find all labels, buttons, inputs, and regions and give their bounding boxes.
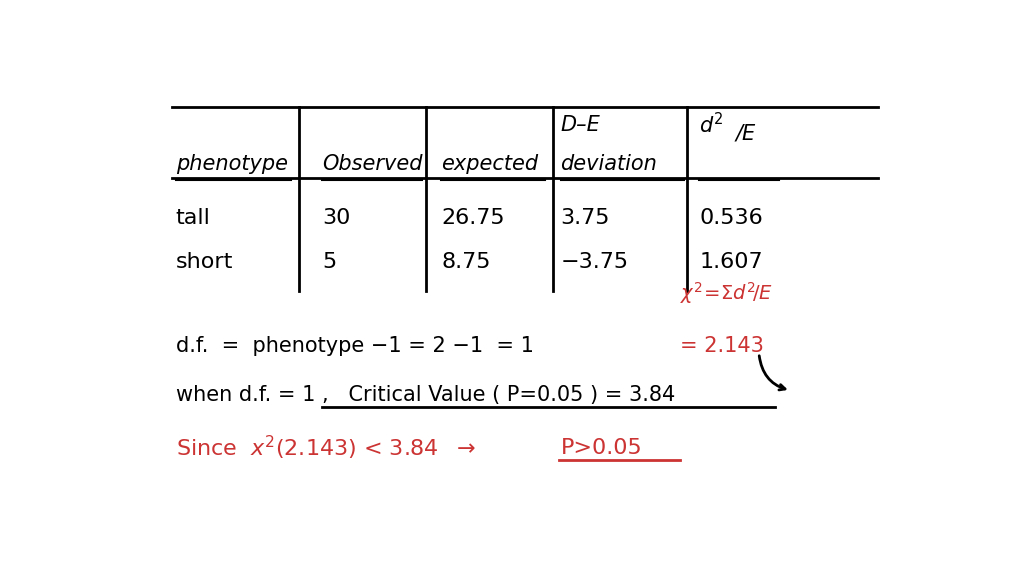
Text: when d.f. = 1 ,   Critical Value ( P=0.05 ) = 3.84: when d.f. = 1 , Critical Value ( P=0.05 … <box>176 385 675 405</box>
Text: 8.75: 8.75 <box>441 252 490 272</box>
Text: 5: 5 <box>323 252 337 272</box>
Text: Since  $x^2$(2.143) < 3.84  $\rightarrow$: Since $x^2$(2.143) < 3.84 $\rightarrow$ <box>176 434 475 463</box>
Text: d.f.  =  phenotype −1 = 2 −1  = 1: d.f. = phenotype −1 = 2 −1 = 1 <box>176 336 534 357</box>
Text: P>0.05: P>0.05 <box>560 438 642 458</box>
Text: = 2.143: = 2.143 <box>680 336 764 357</box>
Text: expected: expected <box>441 154 539 175</box>
Text: short: short <box>176 252 233 272</box>
Text: $\chi^2\!=\!\Sigma d^2\!/E$: $\chi^2\!=\!\Sigma d^2\!/E$ <box>680 280 773 306</box>
Text: 1.607: 1.607 <box>699 252 763 272</box>
Text: 3.75: 3.75 <box>560 208 610 228</box>
Text: Observed: Observed <box>323 154 423 175</box>
Text: tall: tall <box>176 208 211 228</box>
Text: 30: 30 <box>323 208 351 228</box>
Text: −3.75: −3.75 <box>560 252 629 272</box>
Text: D–E: D–E <box>560 115 600 135</box>
Text: 26.75: 26.75 <box>441 208 505 228</box>
Text: $d^2$: $d^2$ <box>699 112 724 137</box>
Text: /E: /E <box>735 123 756 143</box>
Text: deviation: deviation <box>560 154 657 175</box>
Text: 0.536: 0.536 <box>699 208 763 228</box>
Text: phenotype: phenotype <box>176 154 288 175</box>
